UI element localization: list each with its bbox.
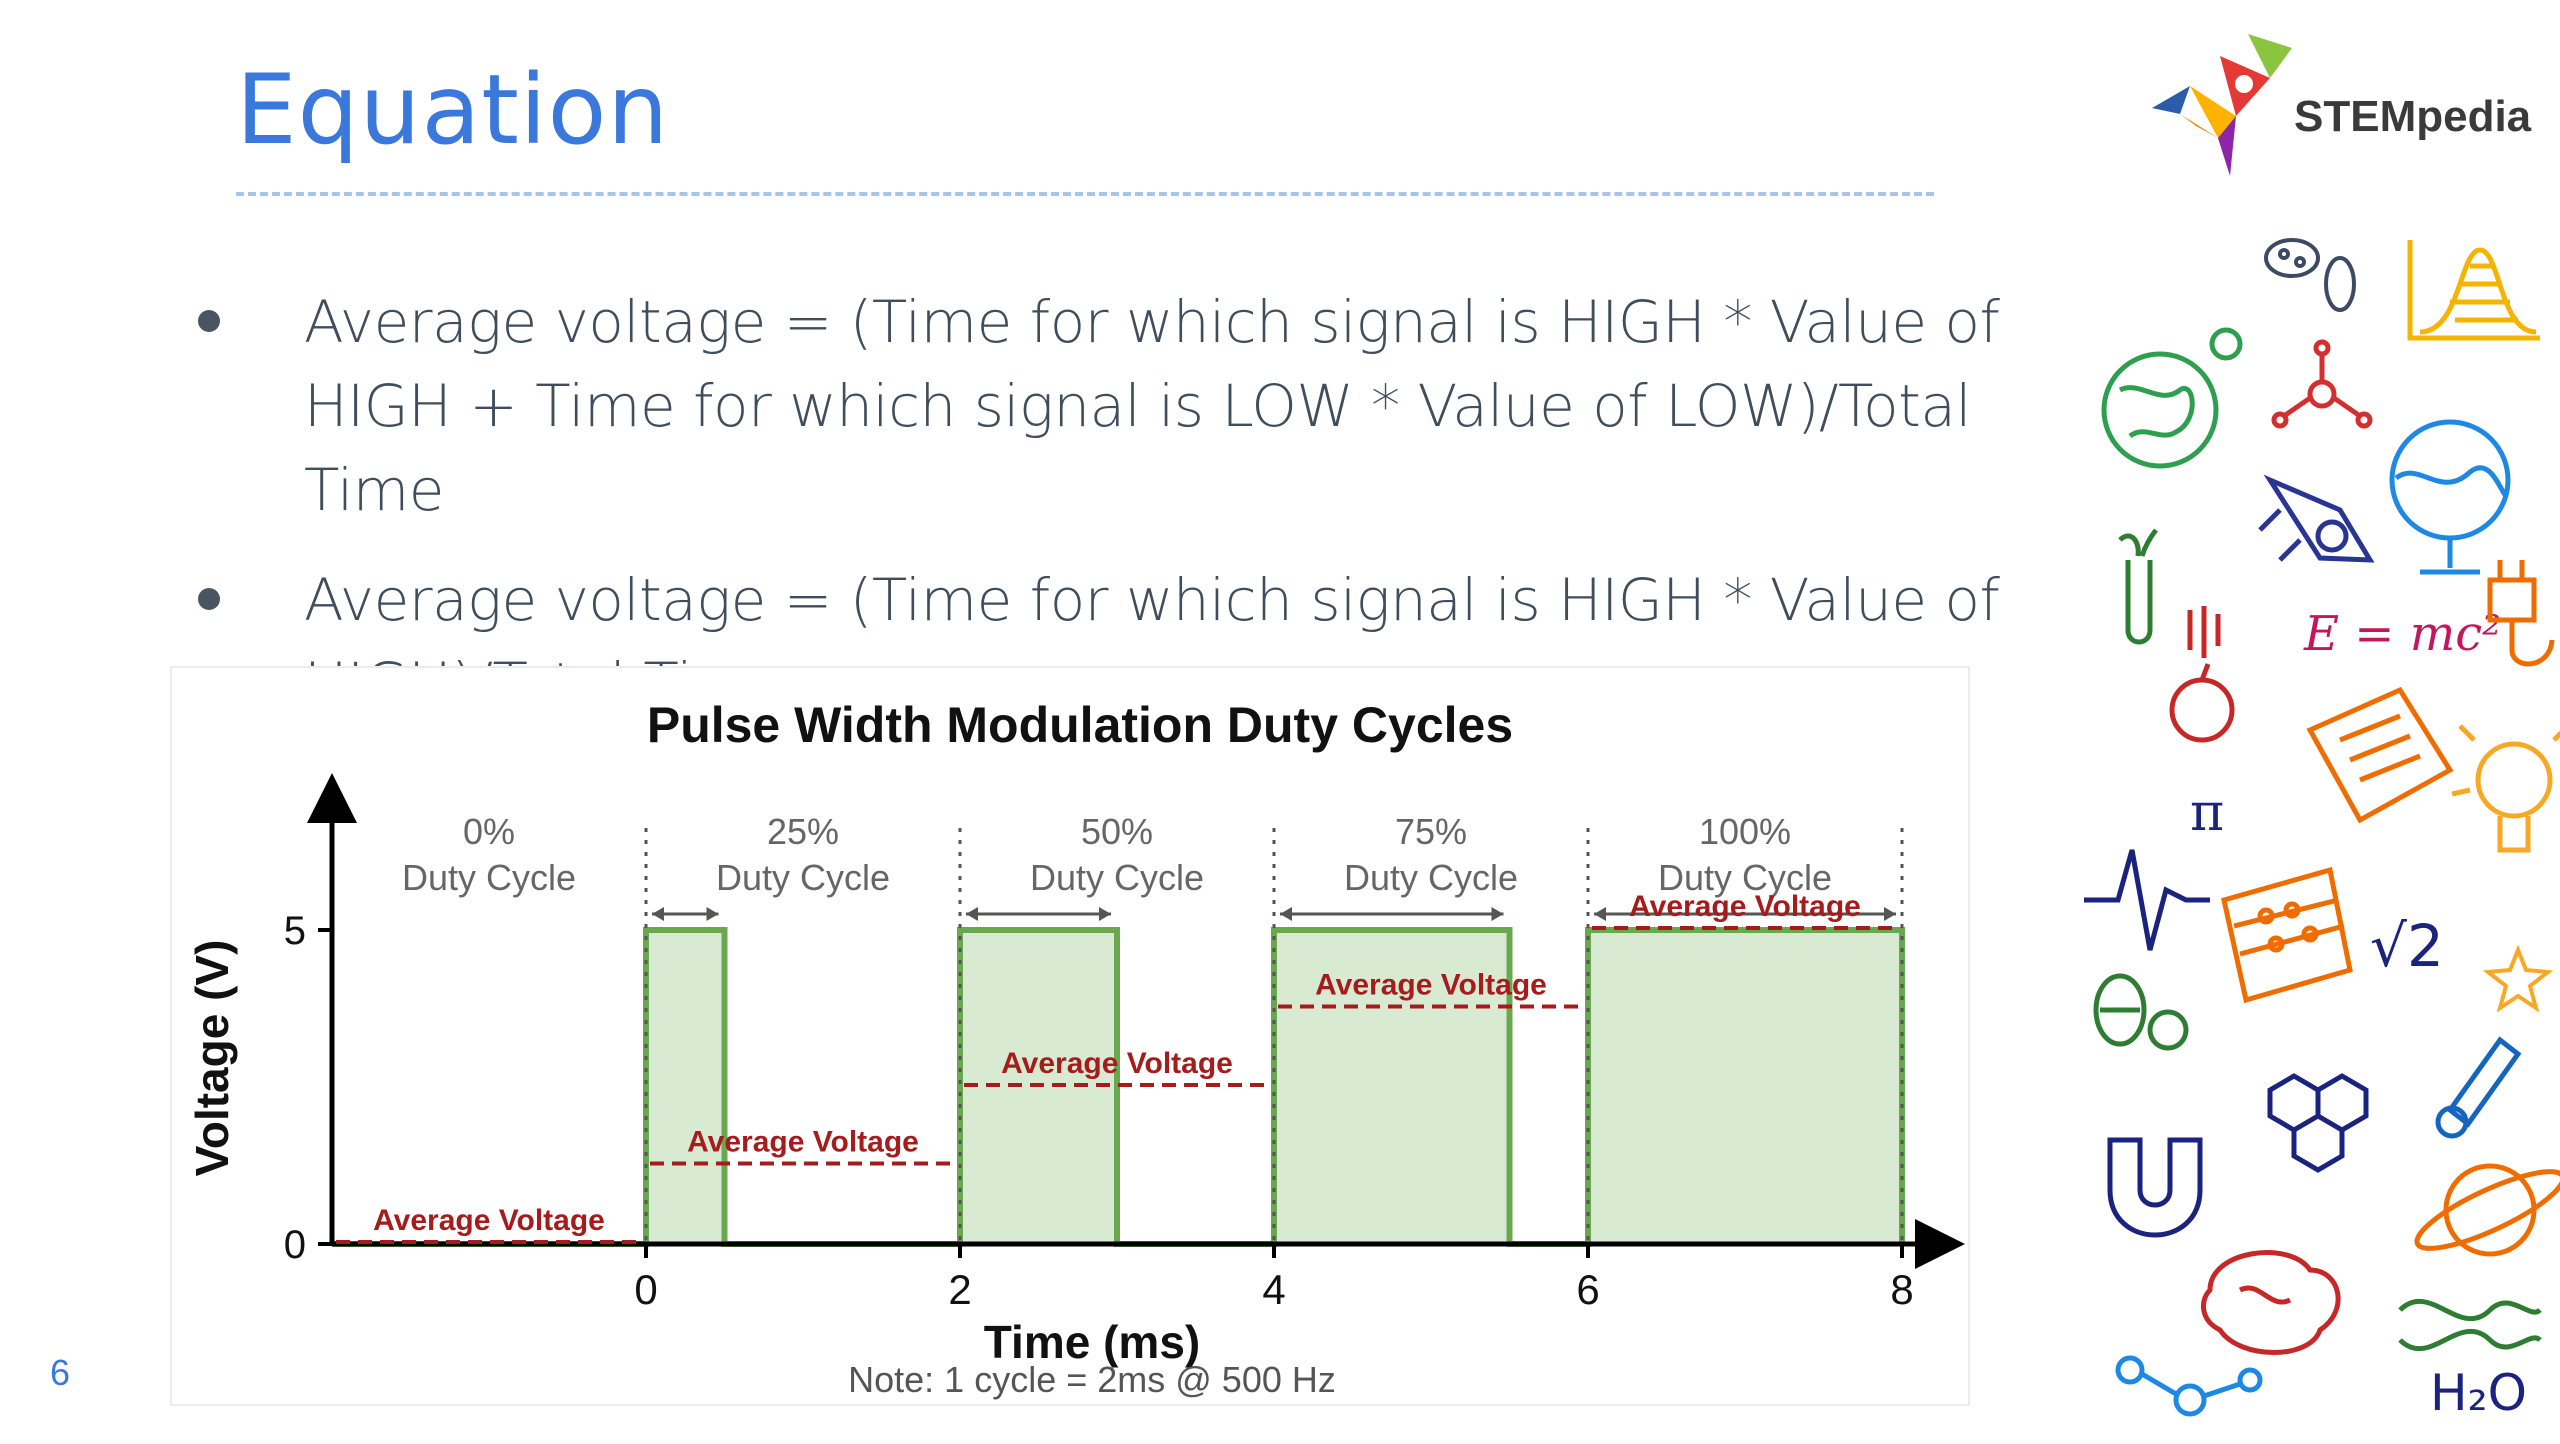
falling-apple-icon xyxy=(2169,606,2235,743)
globe-icon xyxy=(2101,327,2243,469)
pwm-chart-svg: Pulse Width Modulation Duty Cycles Time … xyxy=(186,697,1965,1400)
average-voltage-label: Average Voltage xyxy=(1001,1047,1233,1080)
x-axis-label: Time (ms) xyxy=(984,1316,1200,1368)
microbe-icon xyxy=(2264,238,2356,312)
planet-icon xyxy=(2414,1163,2560,1257)
pulse-width-arrowhead xyxy=(1491,907,1504,921)
duty-cycle-label: Duty Cycle xyxy=(1030,857,1204,898)
plug-icon xyxy=(2487,560,2555,667)
chart-note: Note: 1 cycle = 2ms @ 500 Hz xyxy=(848,1359,1336,1400)
rocket-icon xyxy=(2258,474,2375,563)
x-tick-label: 0 xyxy=(634,1266,657,1313)
duty-percent-label: 75% xyxy=(1395,811,1467,852)
atom-chain-icon xyxy=(2115,1355,2263,1417)
y-tick-label: 0 xyxy=(284,1223,306,1267)
star-icon xyxy=(2482,944,2554,1013)
sqrt2-text: √2 xyxy=(2370,912,2444,980)
brain-icon xyxy=(2200,1250,2341,1355)
hexagon-structure-icon xyxy=(2267,1073,2369,1173)
y-axis-label: Voltage (V) xyxy=(186,940,238,1177)
abacus-icon xyxy=(2221,866,2353,1004)
duty-cycle-label: Duty Cycle xyxy=(1658,857,1832,898)
duty-fill xyxy=(1588,930,1902,1244)
pulse-width-arrowhead xyxy=(1280,907,1292,921)
average-voltage-label: Average Voltage xyxy=(687,1126,919,1159)
thermometer-icon xyxy=(2435,1036,2522,1139)
duty-cycle-label: Duty Cycle xyxy=(716,857,890,898)
x-tick-label: 2 xyxy=(948,1266,971,1313)
x-tick-label: 4 xyxy=(1262,1266,1285,1313)
h2o-text: H₂O xyxy=(2430,1364,2527,1422)
pulse-width-arrowhead xyxy=(966,907,978,921)
emc2-text: E = mc² xyxy=(2303,606,2501,662)
x-tick-label: 6 xyxy=(1576,1266,1599,1313)
bullet-dot xyxy=(198,310,220,332)
page-number: 6 xyxy=(50,1352,71,1393)
light-bulb-icon xyxy=(2451,724,2560,853)
logo-text: STEMpedia xyxy=(2294,92,2532,141)
heartbeat-icon xyxy=(2084,849,2210,951)
pulse-width-arrowhead xyxy=(1594,907,1606,921)
average-voltage-label: Average Voltage xyxy=(1315,969,1547,1002)
doodle-illustrations: E = mc² π √2 xyxy=(2084,238,2560,1422)
title-divider xyxy=(236,192,1934,196)
test-tube-icon xyxy=(2118,528,2158,645)
bullet-text: Average voltage = (Time for which signal… xyxy=(304,288,2000,524)
world-globe-icon xyxy=(2389,419,2511,575)
duty-percent-label: 25% xyxy=(767,811,839,852)
pills-icon xyxy=(2093,973,2189,1051)
bullet-item: Average voltage = (Time for which signal… xyxy=(180,280,2040,532)
bullet-dot xyxy=(198,588,220,610)
x-tick-label: 8 xyxy=(1890,1266,1913,1313)
bell-curve-icon xyxy=(2407,240,2540,341)
pwm-chart: Pulse Width Modulation Duty Cycles Time … xyxy=(170,666,1970,1406)
science-doodles: E = mc² π √2 xyxy=(2070,210,2560,1440)
molecule-icon xyxy=(2271,339,2373,429)
duty-percent-label: 100% xyxy=(1699,811,1791,852)
duty-cycle-label: Duty Cycle xyxy=(1344,857,1518,898)
stempedia-logo-mark xyxy=(2152,34,2292,176)
notebook-icon xyxy=(2306,686,2454,824)
pulse-width-arrowhead xyxy=(706,907,719,921)
slide-title: Equation xyxy=(236,54,670,166)
average-voltage-label: Average Voltage xyxy=(1629,890,1861,923)
duty-cycle-label: Duty Cycle xyxy=(402,857,576,898)
stempedia-logo: STEMpedia xyxy=(2140,26,2560,186)
pulse-width-arrowhead xyxy=(652,907,664,921)
duty-fill xyxy=(1274,930,1510,1244)
y-tick-label: 5 xyxy=(284,909,306,953)
pi-text: π xyxy=(2190,783,2224,843)
average-voltage-label: Average Voltage xyxy=(373,1204,605,1237)
duty-fill xyxy=(646,930,725,1244)
duty-percent-label: 0% xyxy=(463,811,515,852)
pulse-width-arrowhead xyxy=(1099,907,1111,921)
magnet-icon xyxy=(2107,1137,2203,1238)
pulse-width-arrowhead xyxy=(1884,907,1896,921)
chart-title: Pulse Width Modulation Duty Cycles xyxy=(647,697,1513,753)
dna-icon xyxy=(2398,1298,2542,1352)
duty-percent-label: 50% xyxy=(1081,811,1153,852)
